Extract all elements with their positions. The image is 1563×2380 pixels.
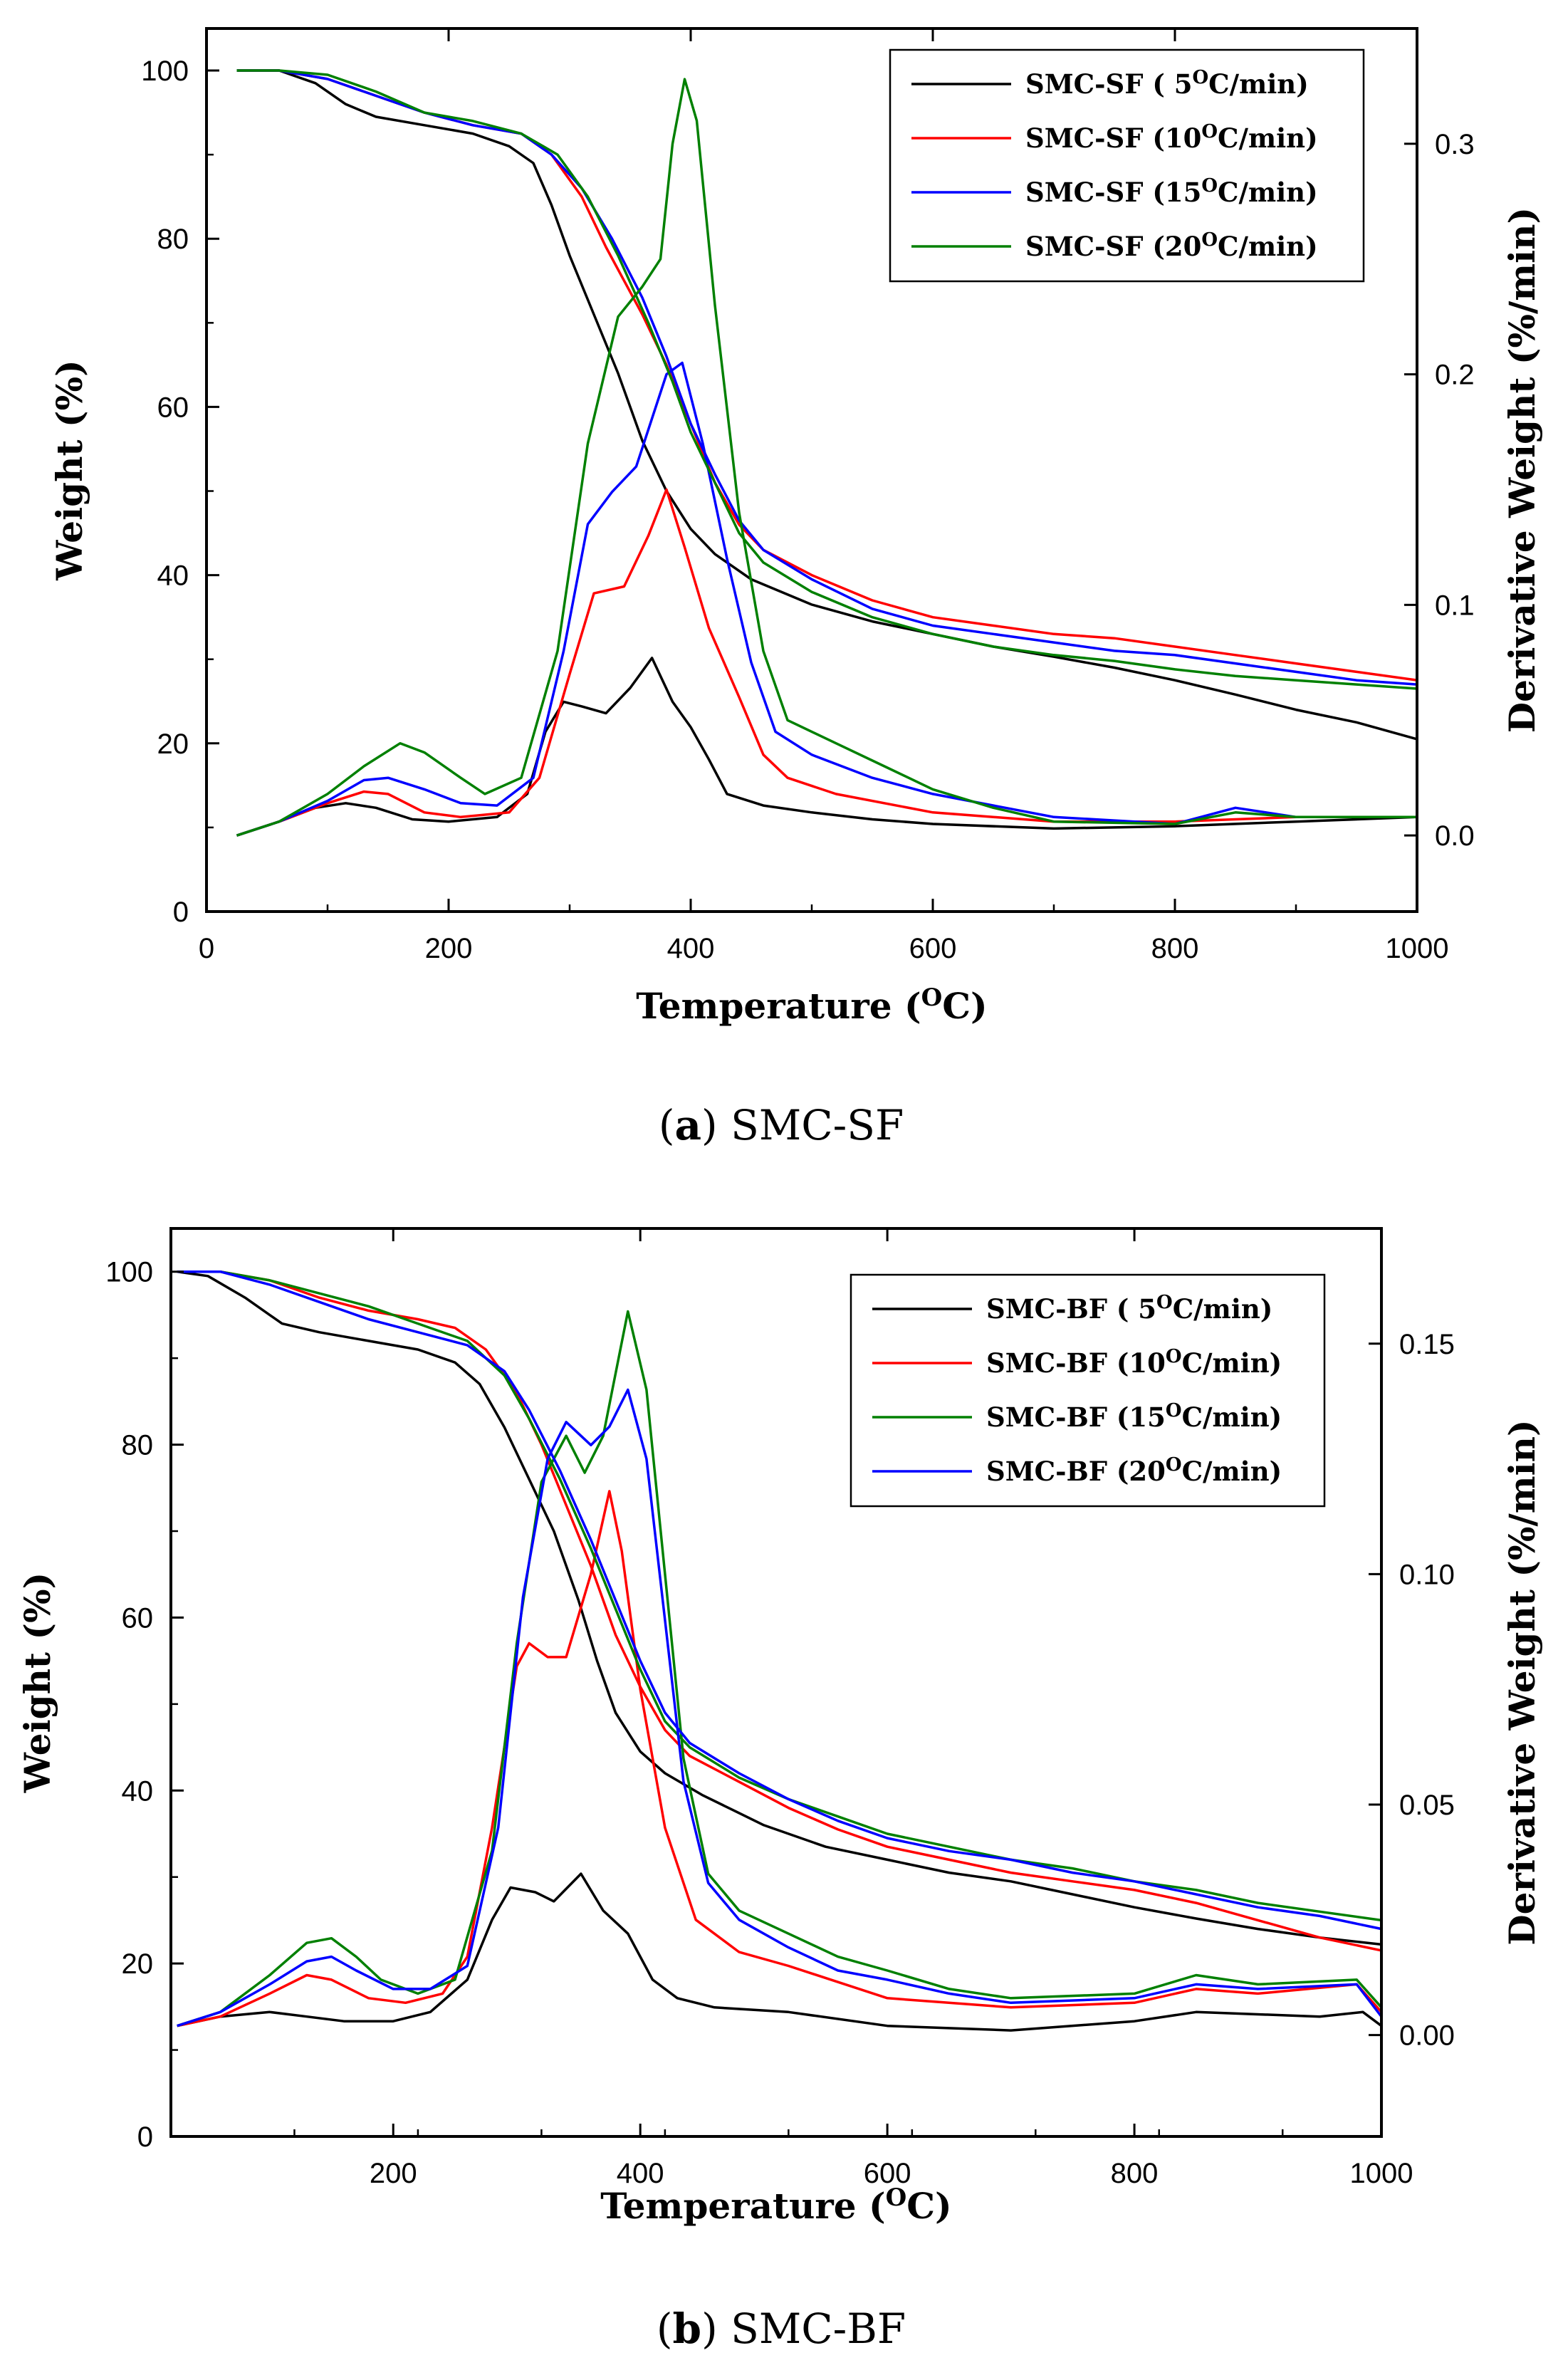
weight-line-3 [177,1270,1381,1931]
y2-tick-label: 0.1 [1435,590,1475,621]
y2-tick-label: 0.05 [1399,1790,1455,1821]
x-tick-label: 400 [617,2158,664,2189]
derivative-line-3 [236,78,1417,837]
weight-line-3 [236,69,1417,690]
figure-caption: (a) SMC-SF [659,1101,904,1149]
legend-entry: SMC-BF ( 5OC/min) [986,1292,1272,1325]
chart-panel-a: 0 200 400 600 800 1000 0 20 40 60 80 100 0.0 0.1 0.2 0.… [48,27,1543,1149]
y-tick-label: 60 [122,1602,154,1634]
legend-entry: SMC-BF (15OC/min) [986,1400,1282,1433]
x-tick-label: 1000 [1386,933,1449,964]
legend-entry: SMC-SF (20OC/min) [1025,229,1318,262]
y2-axis-title: Derivative Weight (%/min) [1501,1419,1543,1945]
derivative-line-1 [177,1490,1381,2027]
plot-frame [169,1227,1383,2138]
y2-tick-label: 0.0 [1435,820,1475,852]
plot-area [177,1270,1381,2032]
y-tick-label: 60 [157,392,189,423]
y2-axis-title: Derivative Weight (%/min) [1501,207,1543,733]
x-tick-label: 600 [909,933,957,964]
x-tick-label: 200 [370,2158,417,2189]
plot-area [236,69,1417,837]
y2-tick-label: 0.15 [1399,1329,1455,1360]
derivative-line-0 [177,1872,1381,2032]
x-tick-label: 800 [1111,2158,1159,2189]
figure-caption: (b) SMC-BF [657,2305,906,2353]
derivative-line-3 [177,1388,1381,2027]
y2-tick-label: 0.2 [1435,360,1475,391]
x-tick-label: 400 [667,933,715,964]
y-axis-title: Weight (%) [16,1572,58,1794]
derivative-line-0 [236,657,1417,837]
y-tick-label: 40 [122,1775,154,1807]
x-tick-label: 600 [864,2158,911,2189]
weight-line-2 [177,1270,1381,1922]
y2-tick-label: 0.00 [1399,2020,1455,2052]
legend-entry: SMC-SF (10OC/min) [1025,121,1318,154]
legend-box [889,48,1365,283]
x-axis-title: Temperature (OC) [600,2183,951,2227]
x-tick-label: 1000 [1350,2158,1413,2189]
y-tick-label: 80 [157,224,189,255]
y2-tick-label: 0.10 [1399,1559,1455,1590]
x-tick-label: 200 [425,933,473,964]
legend-entry: SMC-SF ( 5OC/min) [1025,67,1309,100]
chart-panel-b: 200 400 600 800 1000 0 20 40 60 80 100 0.00 0.05 0.10… [16,1227,1543,2353]
y-tick-label: 20 [157,729,189,760]
y-tick-label: 0 [137,2121,153,2153]
y-axis-title: Weight (%) [48,360,90,581]
derivative-line-1 [236,488,1417,837]
legend-entry: SMC-SF (15OC/min) [1025,175,1318,208]
derivative-line-2 [177,1310,1381,2027]
x-axis-title: Temperature (OC) [636,983,987,1027]
weight-line-0 [177,1270,1381,1946]
y-tick-label: 20 [122,1948,154,1980]
y-tick-label: 100 [105,1257,153,1288]
legend-box [850,1273,1326,1508]
derivative-line-2 [236,361,1417,837]
y-tick-label: 40 [157,560,189,592]
x-tick-label: 800 [1151,933,1199,964]
weight-line-2 [236,69,1417,686]
x-tick-label: 0 [199,933,214,964]
y-tick-label: 0 [173,897,189,928]
y-tick-label: 80 [122,1430,154,1461]
legend-entry: SMC-BF (20OC/min) [986,1454,1282,1487]
y2-tick-label: 0.3 [1435,129,1475,160]
legend-entry: SMC-BF (10OC/min) [986,1346,1282,1379]
y-tick-label: 100 [141,56,189,87]
